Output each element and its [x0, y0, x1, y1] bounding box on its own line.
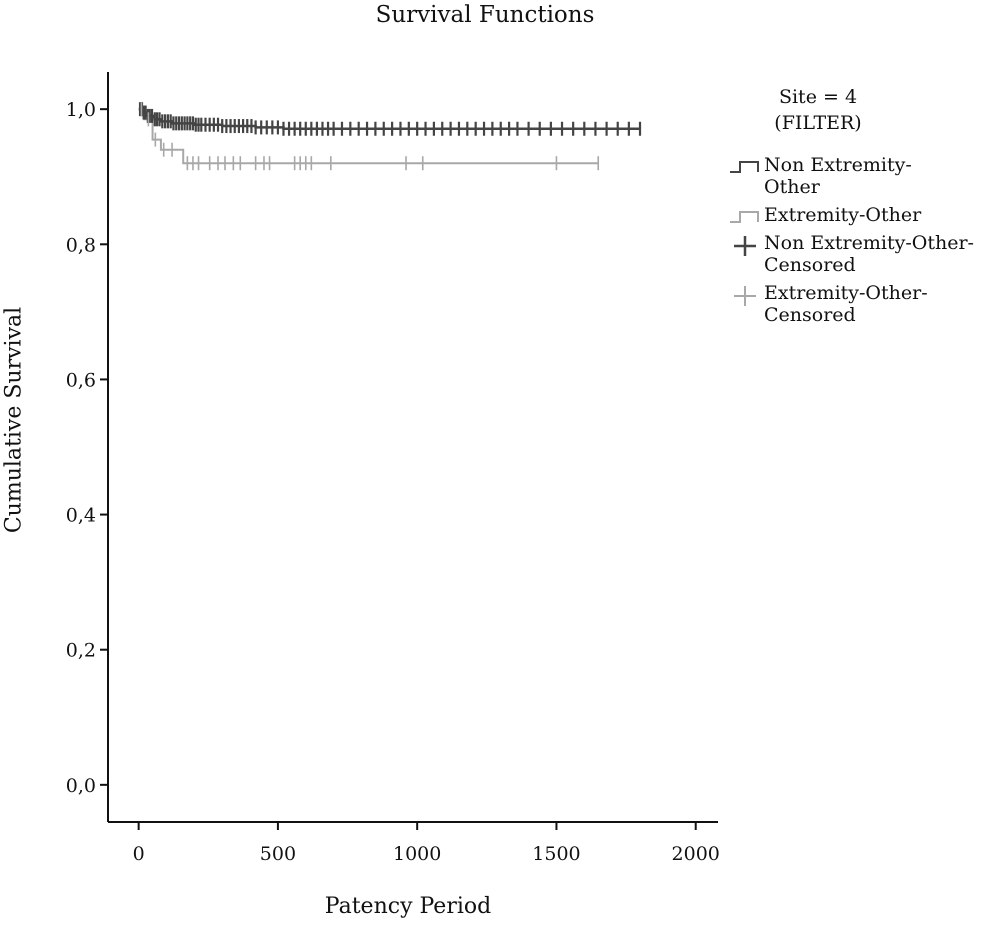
legend-item-non-extremity-other: Non Extremity-Other	[728, 154, 964, 198]
x-tick-label: 0	[133, 843, 145, 865]
step-line-dark-icon	[730, 161, 759, 173]
legend-label: Extremity-Other	[764, 204, 922, 226]
y-tick-label: 0,4	[66, 505, 96, 527]
legend-title-line-2: (FILTER)	[774, 112, 862, 134]
legend-title-line-1: Site = 4	[778, 86, 858, 108]
censor-mark-dark-icon	[734, 236, 756, 256]
legend-item-extremity-other: Extremity-Other	[728, 204, 994, 226]
x-tick-label: 1000	[393, 843, 441, 865]
y-tick-label: 0,2	[66, 640, 96, 662]
legend-item-non-extremity-other-censored: Non Extremity-Other-Censored	[728, 232, 1000, 276]
legend-item-extremity-other-censored: Extremity-Other-Censored	[728, 282, 964, 326]
censor-mark-light-icon	[734, 286, 756, 306]
y-tick-label: 0,8	[66, 234, 96, 256]
x-tick-label: 2000	[672, 843, 720, 865]
chart-title: Survival Functions	[375, 2, 595, 28]
legend-label: Non Extremity-Other-Censored	[764, 232, 974, 276]
legend-label: Non Extremity-Other	[764, 154, 912, 198]
series-layer	[138, 102, 642, 171]
survival-step-line-extremity-other	[138, 108, 599, 165]
legend-label: Extremity-Other-Censored	[764, 282, 928, 326]
x-axis-label: Patency Period	[324, 894, 492, 919]
y-tick-label: 1,0	[66, 99, 96, 121]
y-tick-label: 0,0	[66, 775, 96, 797]
y-tick-label: 0,6	[66, 369, 96, 391]
axes: 0,0 0,2 0,4 0,6 0,8 1,0 0 500 1000 1500 2000	[66, 72, 720, 865]
legend: Site = 4 (FILTER) Non Extremity-Other Ex…	[728, 84, 998, 326]
x-tick-label: 1500	[532, 843, 580, 865]
step-line-light-icon	[730, 211, 759, 223]
x-tick-label: 500	[260, 843, 296, 865]
